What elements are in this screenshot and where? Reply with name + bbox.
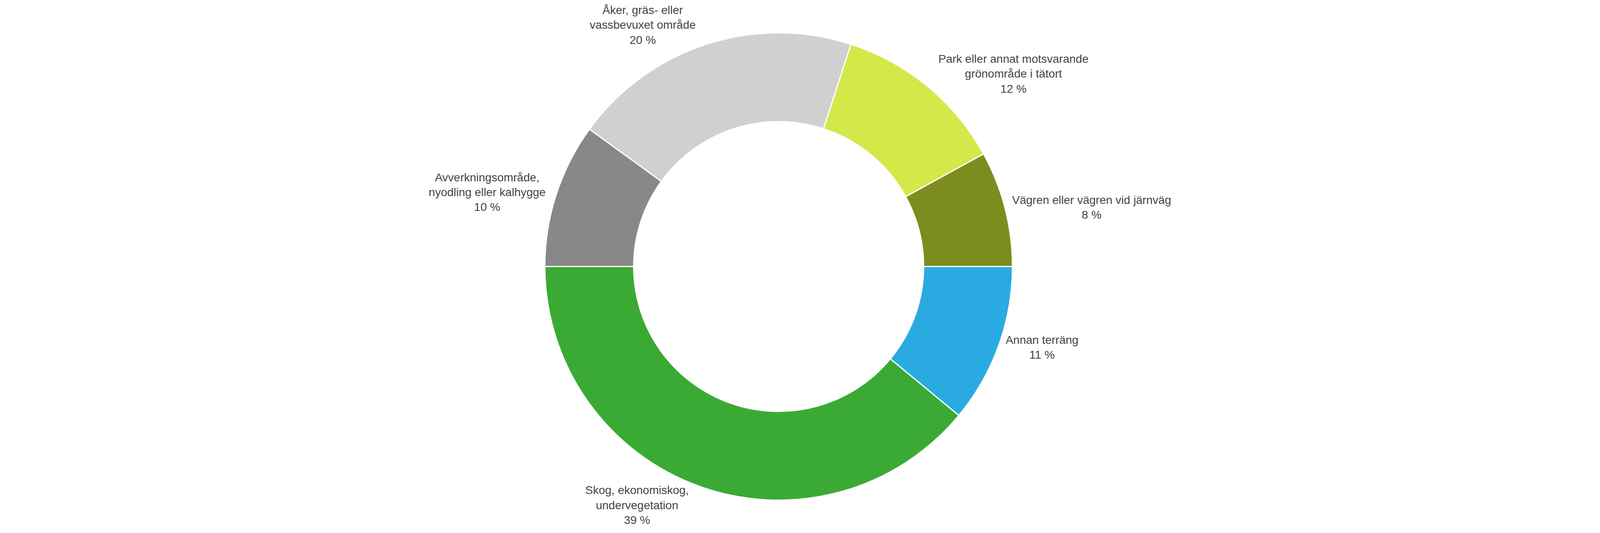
svg-text:Skog, ekonomiskog,undervegetat: Skog, ekonomiskog,undervegetation39 % [585, 484, 689, 527]
svg-text:Åker, gräs- ellervassbevuxet o: Åker, gräs- ellervassbevuxet område20 % [589, 3, 696, 47]
svg-text:Avverkningsområde,nyodling ell: Avverkningsområde,nyodling eller kalhygg… [428, 171, 546, 214]
svg-text:Annan terräng11 %: Annan terräng11 % [1005, 333, 1079, 362]
svg-text:Park eller annat motsvarandegr: Park eller annat motsvarandegrönområde i… [938, 52, 1089, 96]
svg-text:Vägren eller vägren vid järnvä: Vägren eller vägren vid järnväg8 % [1012, 193, 1172, 222]
